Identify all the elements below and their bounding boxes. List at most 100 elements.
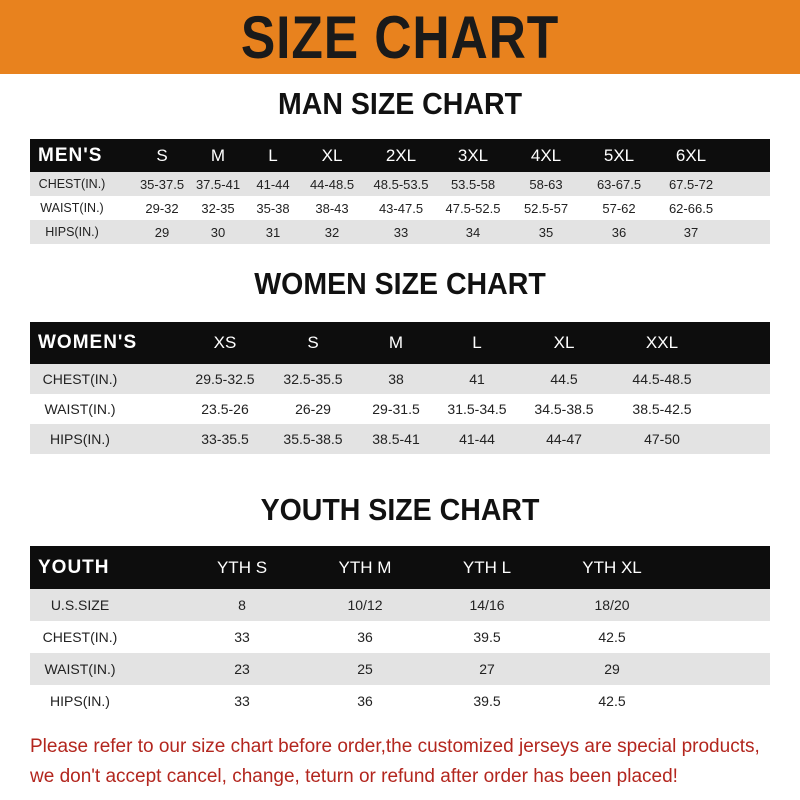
- measurement-cell: 35-37.5: [139, 176, 185, 192]
- measurement-cell: 8: [238, 597, 246, 613]
- size-header: L: [472, 333, 482, 352]
- measurement-cell: 42.5: [598, 693, 626, 709]
- row-label: HIPS(IN.): [50, 431, 110, 447]
- measurement-cell: 37: [683, 224, 699, 240]
- measurement-cell: 32: [324, 224, 340, 240]
- row-label: CHEST(IN.): [42, 371, 118, 387]
- measurement-cell: 44-48.5: [309, 176, 355, 192]
- men-size-table: MEN'S S M L XL 2XL 3XL 4XL 5XL 6XL CHEST(IN.) 35-37…: [30, 139, 770, 244]
- youth-size-table: YOUTH YTH S YTH M YTH L YTH XL U.S.SIZE 8 10/12…: [30, 546, 770, 717]
- measurement-cell: 44-47: [546, 431, 582, 447]
- row-label: CHEST(IN.): [42, 629, 118, 645]
- measurement-cell: 34.5-38.5: [534, 401, 594, 417]
- measurement-cell: 29-32: [145, 200, 179, 216]
- table-row: HIPS(IN.) 33-35.5 35.5-38.5 38.5-41 41-44 44-…: [30, 424, 770, 454]
- row-label: WAIST(IN.): [44, 661, 116, 677]
- measurement-cell: 62-66.5: [668, 200, 714, 216]
- size-header: XXL: [645, 333, 679, 352]
- measurement-cell: 32.5-35.5: [283, 371, 343, 387]
- measurement-cell: 10/12: [347, 597, 383, 613]
- notice-line: Please refer to our size chart before or…: [30, 736, 760, 757]
- row-label: U.S.SIZE: [50, 597, 110, 613]
- table-row: HIPS(IN.) 33 36 39.5 42.5: [30, 685, 770, 717]
- measurement-cell: 31.5-34.5: [447, 401, 507, 417]
- notice-line: we don't accept cancel, change, teturn o…: [30, 766, 678, 787]
- table-row: CHEST(IN.) 33 36 39.5 42.5: [30, 621, 770, 653]
- measurement-cell: 41-44: [256, 176, 290, 192]
- table-corner-label: YOUTH: [38, 556, 110, 578]
- measurement-cell: 58-63: [529, 176, 563, 192]
- measurement-cell: 34: [465, 224, 481, 240]
- women-size-table: WOMEN'S XS S M L XL XXL CHEST(IN.) 29.5-32.5 32.5…: [30, 322, 770, 454]
- measurement-cell: 36: [357, 629, 373, 645]
- size-header: YTH L: [462, 557, 512, 577]
- table-row: CHEST(IN.) 29.5-32.5 32.5-35.5 38 41 44.5 44.5…: [30, 364, 770, 394]
- size-header: XL: [321, 145, 343, 165]
- measurement-cell: 18/20: [594, 597, 630, 613]
- measurement-cell: 30: [210, 224, 226, 240]
- measurement-cell: 29.5-32.5: [195, 371, 255, 387]
- measurement-cell: 44.5: [550, 371, 578, 387]
- measurement-cell: 63-67.5: [596, 176, 642, 192]
- youth-section-title: YOUTH SIZE CHART: [260, 492, 540, 527]
- table-corner-label: MEN'S: [38, 144, 103, 166]
- table-corner-label: WOMEN'S: [38, 332, 138, 353]
- measurement-cell: 48.5-53.5: [373, 176, 429, 192]
- row-label: HIPS(IN.): [45, 225, 99, 239]
- size-header: YTH S: [216, 557, 268, 577]
- table-row: CHEST(IN.) 35-37.5 37.5-41 41-44 44-48.5 48.5…: [30, 172, 770, 196]
- measurement-cell: 38: [388, 371, 404, 387]
- size-header: L: [268, 145, 278, 165]
- measurement-cell: 37.5-41: [195, 176, 241, 192]
- measurement-cell: 44.5-48.5: [632, 371, 692, 387]
- measurement-cell: 23: [234, 661, 250, 677]
- measurement-cell: 35: [538, 224, 554, 240]
- banner-title: SIZE CHART: [240, 3, 560, 71]
- measurement-cell: 41-44: [459, 431, 495, 447]
- row-label: WAIST(IN.): [44, 401, 116, 417]
- measurement-cell: 33: [234, 693, 250, 709]
- size-header: 2XL: [385, 145, 417, 165]
- header-row: YOUTH YTH S YTH M YTH L YTH XL: [30, 546, 770, 589]
- table-row: U.S.SIZE 8 10/12 14/16 18/20: [30, 589, 770, 621]
- measurement-cell: 42.5: [598, 629, 626, 645]
- size-header: S: [156, 145, 168, 165]
- measurement-cell: 57-62: [602, 200, 636, 216]
- size-header: 6XL: [675, 145, 707, 165]
- measurement-cell: 14/16: [469, 597, 505, 613]
- size-header: S: [307, 333, 319, 352]
- size-header: 5XL: [603, 145, 635, 165]
- measurement-cell: 38.5-42.5: [632, 401, 692, 417]
- table-row: WAIST(IN.) 23 25 27 29: [30, 653, 770, 685]
- measurement-cell: 26-29: [295, 401, 331, 417]
- table-row: HIPS(IN.) 29 30 31 32 33 34 35 36 37: [30, 220, 770, 244]
- measurement-cell: 39.5: [473, 693, 501, 709]
- measurement-cell: 23.5-26: [201, 401, 249, 417]
- women-section-title: WOMEN SIZE CHART: [254, 266, 546, 301]
- size-header: YTH M: [338, 557, 392, 577]
- measurement-cell: 29: [604, 661, 620, 677]
- measurement-cell: 33-35.5: [201, 431, 249, 447]
- banner: SIZE CHART: [0, 0, 800, 74]
- measurement-cell: 52.5-57: [523, 200, 569, 216]
- measurement-cell: 31: [265, 224, 281, 240]
- row-label: CHEST(IN.): [38, 177, 106, 191]
- header-row: WOMEN'S XS S M L XL XXL: [30, 322, 770, 364]
- size-header: YTH XL: [582, 557, 642, 577]
- size-header: M: [388, 333, 404, 352]
- measurement-cell: 67.5-72: [668, 176, 714, 192]
- size-header: M: [210, 145, 226, 165]
- measurement-cell: 32-35: [201, 200, 235, 216]
- measurement-cell: 27: [479, 661, 495, 677]
- measurement-cell: 47.5-52.5: [445, 200, 501, 216]
- measurement-cell: 53.5-58: [450, 176, 496, 192]
- measurement-cell: 47-50: [644, 431, 680, 447]
- table-row: WAIST(IN.) 23.5-26 26-29 29-31.5 31.5-34.5 34…: [30, 394, 770, 424]
- measurement-cell: 36: [357, 693, 373, 709]
- measurement-cell: 29-31.5: [372, 401, 420, 417]
- measurement-cell: 33: [234, 629, 250, 645]
- size-header: 3XL: [457, 145, 489, 165]
- measurement-cell: 39.5: [473, 629, 501, 645]
- measurement-cell: 35.5-38.5: [283, 431, 343, 447]
- measurement-cell: 41: [469, 371, 485, 387]
